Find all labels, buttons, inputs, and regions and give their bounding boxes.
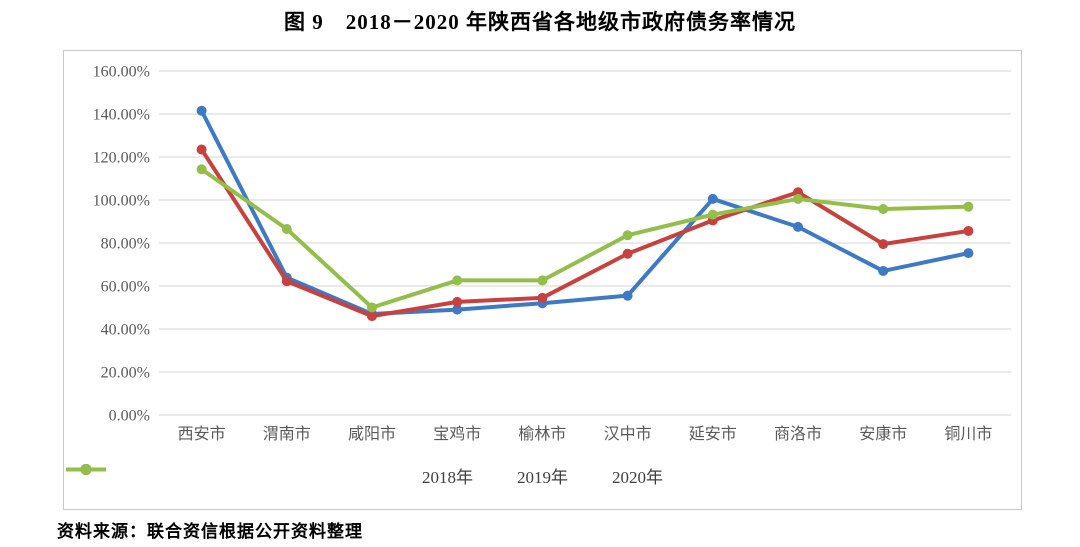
- x-category-label: 榆林市: [518, 425, 566, 443]
- legend-marker-icon: [80, 464, 92, 475]
- series-line-2020年: [199, 167, 971, 310]
- y-tick-label: 160.00%: [93, 64, 150, 81]
- data-point-2018年-商洛市: [793, 221, 803, 232]
- line-chart-canvas: 0.00% 20.00% 40.00% 60.00% 80.00% 100.00% 120.…: [93, 64, 1011, 443]
- data-point-2018年-延安市: [707, 193, 718, 204]
- data-point-2020年-西安市: [196, 164, 207, 175]
- data-point-2019年-安康市: [878, 239, 889, 250]
- legend-item-2019: 2019年: [66, 463, 568, 488]
- data-point-2019年-西安市: [196, 144, 207, 155]
- y-tick-label: 20.00%: [101, 365, 150, 382]
- x-category-label: 铜川市: [944, 425, 992, 443]
- legend-label-2019: 2019年: [517, 468, 568, 487]
- data-point-2019年-汉中市: [622, 248, 633, 259]
- data-point-2018年-汉中市: [622, 290, 633, 301]
- legend-swatch-2020-icon: [66, 464, 106, 475]
- y-tick-label: 60.00%: [101, 279, 150, 296]
- y-tick-label: 120.00%: [93, 150, 150, 167]
- data-point-2020年-安康市: [878, 204, 889, 215]
- legend-label-2018: 2018年: [422, 468, 473, 487]
- x-category-label: 商洛市: [774, 425, 822, 443]
- series-line-2019年: [199, 147, 971, 319]
- x-category-label: 咸阳市: [348, 425, 396, 443]
- data-point-2020年-铜川市: [963, 201, 974, 212]
- data-point-2018年-西安市: [196, 105, 207, 116]
- data-point-2019年-铜川市: [963, 225, 974, 236]
- figure-title: 图 9 2018－2020 年陕西省各地级市政府债务率情况: [284, 10, 796, 34]
- data-point-2020年-咸阳市: [367, 302, 377, 313]
- series-line-2018年: [199, 108, 971, 316]
- x-category-label: 宝鸡市: [433, 425, 481, 443]
- data-point-2020年-渭南市: [281, 224, 292, 235]
- x-category-label: 渭南市: [263, 425, 311, 443]
- y-tick-label: 0.00%: [109, 408, 150, 425]
- data-point-2019年-宝鸡市: [452, 296, 463, 307]
- x-category-label: 安康市: [859, 425, 907, 443]
- y-tick-label: 80.00%: [101, 236, 150, 253]
- data-point-2020年-商洛市: [793, 193, 803, 204]
- y-tick-label: 40.00%: [101, 322, 150, 339]
- legend-item-2020: 2020年: [66, 463, 663, 488]
- data-point-2018年-安康市: [878, 265, 889, 276]
- source-note: 资料来源：联合资信根据公开资料整理: [57, 522, 363, 541]
- x-category-label: 汉中市: [604, 425, 652, 443]
- data-point-2020年-榆林市: [537, 275, 548, 286]
- y-tick-label: 100.00%: [93, 193, 150, 210]
- legend-item-2018: 2018年: [66, 463, 473, 488]
- data-point-2019年-渭南市: [281, 276, 292, 287]
- chart-area: 0.00% 20.00% 40.00% 60.00% 80.00% 100.00% 120.…: [63, 50, 1022, 510]
- y-tick-label: 140.00%: [93, 107, 150, 124]
- chart-legend: 2018年 2019年 2020年: [64, 463, 1021, 488]
- data-point-2020年-宝鸡市: [452, 275, 463, 286]
- data-point-2018年-宝鸡市: [452, 304, 463, 315]
- data-point-2018年-铜川市: [963, 248, 974, 259]
- data-point-2020年-汉中市: [622, 230, 633, 241]
- data-point-2019年-榆林市: [537, 292, 548, 303]
- x-category-label: 西安市: [178, 425, 226, 443]
- data-point-2019年-咸阳市: [367, 311, 377, 322]
- data-point-2020年-延安市: [707, 209, 718, 220]
- x-category-label: 延安市: [689, 425, 737, 443]
- legend-label-2020: 2020年: [612, 468, 663, 487]
